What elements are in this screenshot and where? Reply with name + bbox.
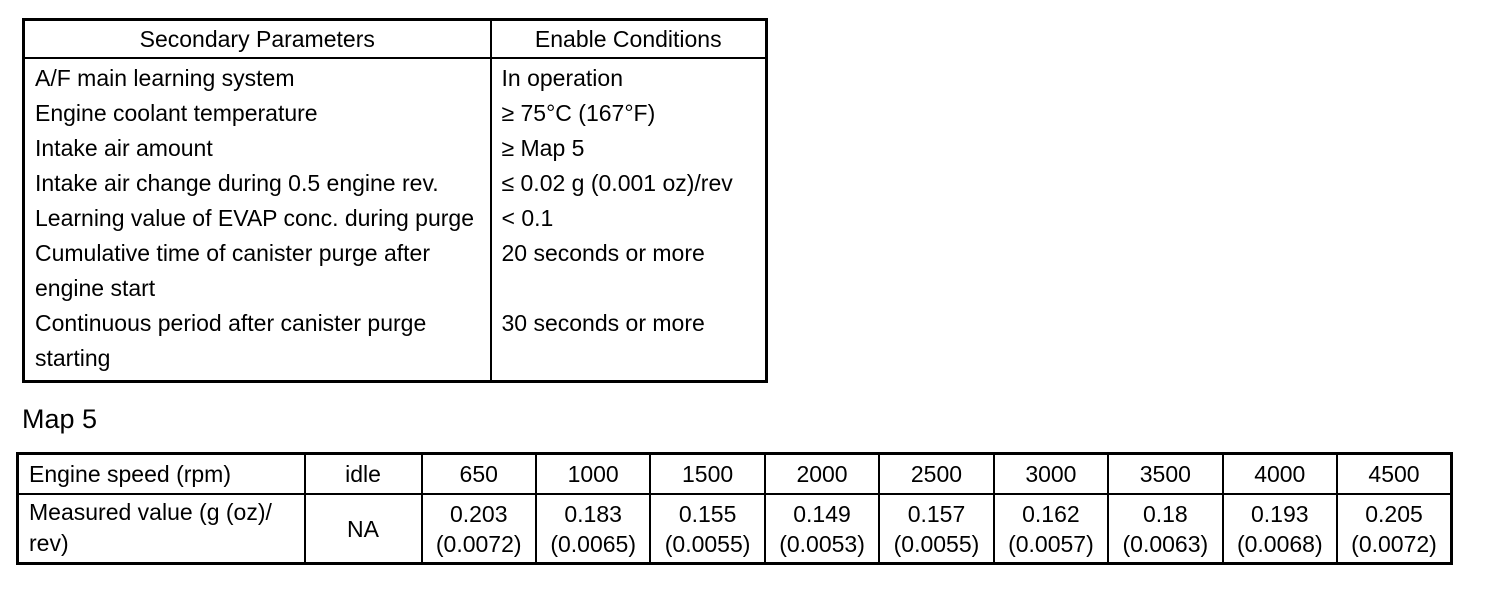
speed-cell: 2000	[763, 452, 881, 495]
value-cell: 0.183 (0.0065)	[534, 493, 652, 565]
condition-cell: In operation	[489, 58, 767, 96]
table-row: A/F main learning system In operation	[24, 58, 767, 96]
value-cell: 0.157 (0.0055)	[878, 493, 995, 565]
map-5-table: Engine speed (rpm) idle 650 1000 1500 20…	[16, 452, 1453, 565]
parameter-cell: Learning value of EVAP conc. during purg…	[35, 205, 474, 231]
speed-cell: 3000	[992, 452, 1110, 495]
row-label-measured-value: Measured value (g (oz)/ rev)	[16, 493, 306, 565]
condition-cell: 30 seconds or more	[489, 306, 767, 382]
value-ounces: (0.0053)	[779, 530, 865, 557]
value-ounces: (0.0055)	[893, 530, 980, 557]
value-ounces: (0.0072)	[1351, 530, 1437, 557]
speed-cell: 2500	[878, 452, 995, 495]
column-header-enable-conditions: Enable Conditions	[489, 19, 767, 59]
parameter-cell: A/F main learning system	[35, 65, 295, 91]
engine-speed-row: Engine speed (rpm) idle 650 1000 1500 20…	[16, 452, 1453, 495]
value-grams: 0.157	[907, 500, 966, 527]
speed-cell: 4500	[1336, 452, 1453, 495]
table-row: Engine coolant temperature ≥ 75°C (167°F…	[24, 96, 767, 131]
row-label-engine-speed: Engine speed (rpm)	[16, 452, 306, 495]
measured-value-row: Measured value (g (oz)/ rev) NA 0.203 (0…	[16, 493, 1453, 565]
condition-cell: ≥ Map 5	[489, 131, 767, 166]
value-cell: 0.193 (0.0068)	[1221, 493, 1339, 565]
map-5-heading: Map 5	[22, 404, 98, 434]
parameter-cell: Engine coolant temperature	[35, 100, 318, 126]
table-row: Continuous period after canister purge s…	[24, 306, 767, 382]
value-grams: 0.149	[793, 500, 851, 527]
parameter-cell: Intake air amount	[35, 135, 213, 161]
manual-page: Secondary Parameters Enable Conditions A…	[16, 18, 1453, 565]
table-row: Intake air amount ≥ Map 5	[24, 131, 767, 166]
value-grams: 0.162	[1022, 500, 1080, 527]
value-cell: NA	[303, 493, 423, 565]
parameter-cell: Cumulative time of canister purge after …	[35, 240, 431, 301]
speed-cell: 3500	[1107, 452, 1224, 495]
condition-cell: 20 seconds or more	[489, 236, 767, 306]
value-cell: 0.162 (0.0057)	[992, 493, 1110, 565]
speed-cell: 1000	[534, 452, 652, 495]
conditions-header-row: Secondary Parameters Enable Conditions	[23, 19, 767, 59]
table-row: Intake air change during 0.5 engine rev.…	[24, 166, 767, 201]
condition-cell: ≥ 75°C (167°F)	[489, 96, 767, 131]
value-grams: 0.205	[1365, 500, 1423, 527]
column-header-secondary-parameters: Secondary Parameters	[23, 19, 491, 59]
speed-cell: 650	[420, 452, 537, 495]
table-row: Cumulative time of canister purge after …	[24, 236, 767, 306]
value-cell: 0.203 (0.0072)	[420, 493, 537, 565]
table-row: Learning value of EVAP conc. during purg…	[24, 201, 767, 236]
speed-cell: 4000	[1221, 452, 1339, 495]
secondary-parameters-table: Secondary Parameters Enable Conditions A…	[22, 18, 768, 383]
speed-cell: 1500	[649, 452, 766, 495]
condition-cell: ≤ 0.02 g (0.001 oz)/rev	[489, 166, 767, 201]
parameter-cell: Continuous period after canister purge s…	[35, 310, 427, 371]
speed-cell: idle	[303, 452, 423, 495]
value-cell: 0.149 (0.0053)	[763, 493, 881, 565]
value-ounces: (0.0065)	[550, 530, 636, 557]
value-grams: 0.18	[1142, 500, 1188, 527]
condition-cell: < 0.1	[489, 201, 767, 236]
value-grams: 0.183	[564, 500, 622, 527]
value-ounces: (0.0063)	[1122, 530, 1209, 557]
value-ounces: (0.0068)	[1236, 530, 1323, 557]
value-ounces: (0.0072)	[435, 530, 522, 557]
value-grams: 0.155	[678, 500, 737, 527]
value-grams: 0.193	[1251, 500, 1309, 527]
value-ounces: (0.0055)	[664, 530, 751, 557]
value-cell: 0.205 (0.0072)	[1336, 493, 1453, 565]
parameter-cell: Intake air change during 0.5 engine rev.	[35, 170, 439, 196]
value-cell: 0.18 (0.0063)	[1107, 493, 1224, 565]
value-ounces: (0.0057)	[1008, 530, 1094, 557]
value-grams: NA	[347, 515, 379, 542]
value-cell: 0.155 (0.0055)	[649, 493, 766, 565]
value-grams: 0.203	[449, 500, 508, 527]
